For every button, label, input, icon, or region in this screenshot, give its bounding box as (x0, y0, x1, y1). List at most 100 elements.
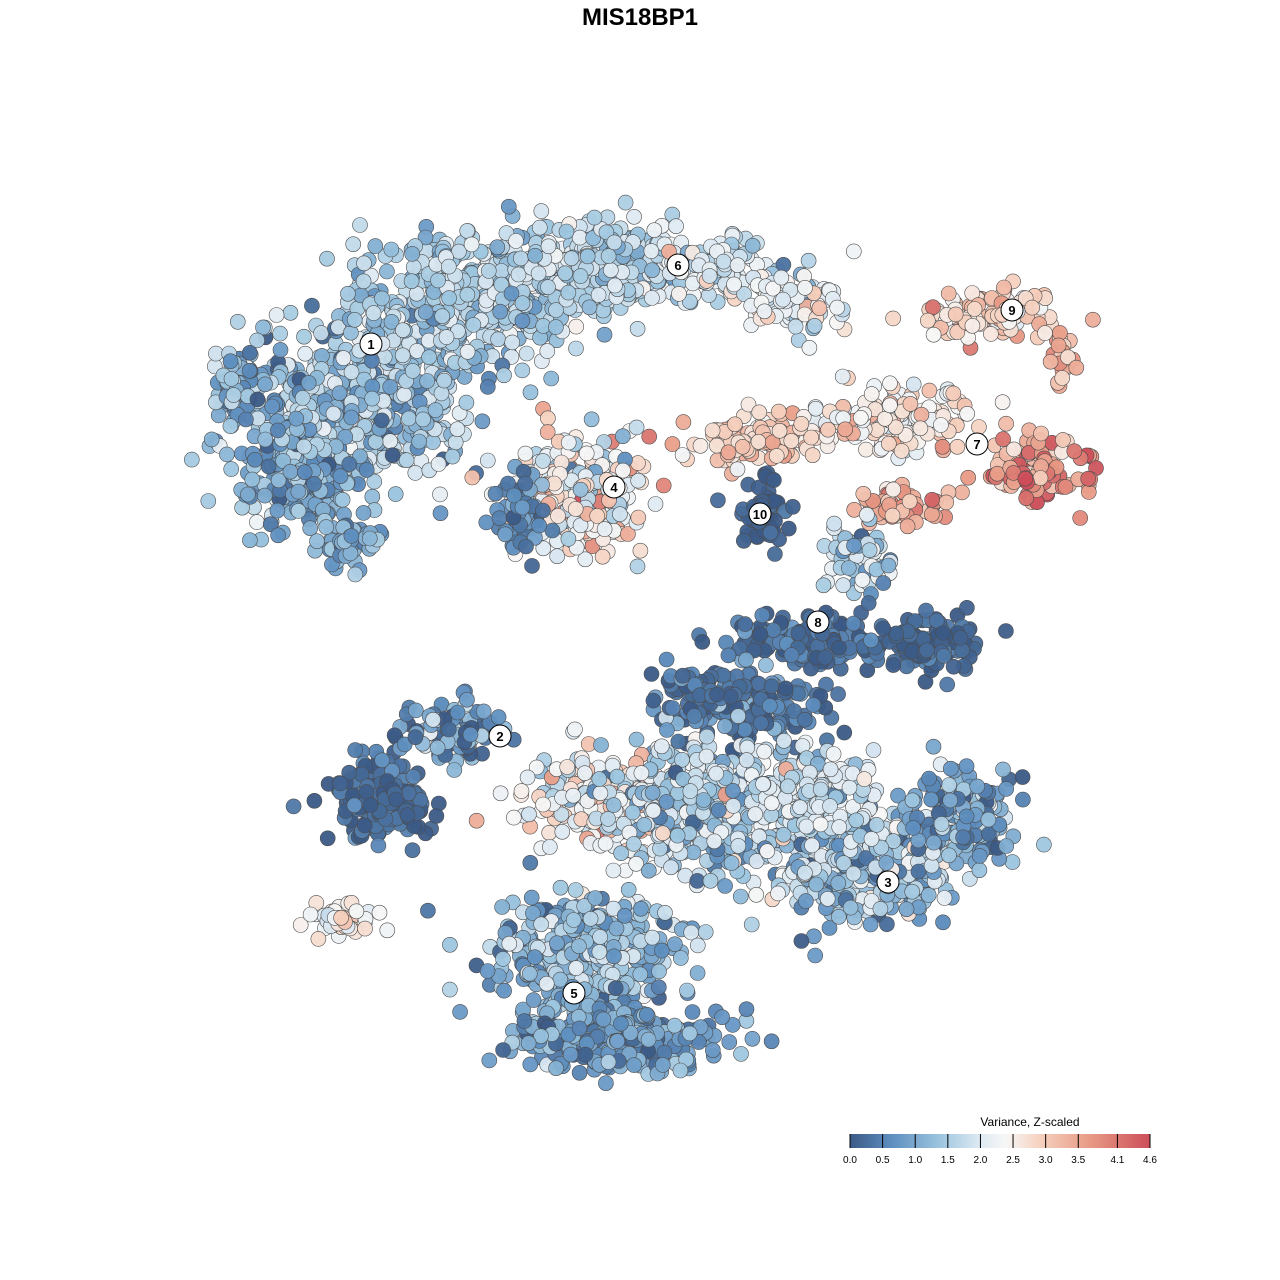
data-point (924, 491, 940, 508)
data-point (628, 731, 645, 748)
data-point (695, 792, 712, 808)
data-point (541, 839, 558, 855)
data-point (682, 783, 699, 799)
data-point (403, 273, 420, 290)
data-point (940, 285, 957, 302)
data-point (971, 419, 987, 435)
data-point (382, 379, 399, 395)
data-point (920, 887, 937, 903)
data-point (260, 458, 277, 475)
data-point (934, 438, 951, 455)
data-point (560, 531, 577, 547)
data-point (875, 620, 892, 637)
data-point (479, 379, 496, 395)
data-point (671, 286, 687, 302)
data-point (300, 375, 317, 391)
data-point (747, 806, 764, 823)
data-point (820, 421, 836, 438)
data-point (288, 410, 305, 427)
data-point (679, 982, 695, 999)
data-point (552, 879, 569, 896)
data-point (1014, 769, 1031, 785)
data-point (557, 265, 574, 282)
data-point (384, 447, 401, 464)
data-point (264, 398, 281, 415)
data-point (518, 538, 534, 555)
data-point (636, 817, 653, 833)
data-point (720, 647, 737, 664)
data-point (522, 384, 539, 401)
data-point (925, 834, 942, 851)
data-point (347, 566, 364, 583)
data-point (624, 804, 641, 821)
data-point (597, 835, 614, 852)
data-point (630, 509, 647, 526)
data-point (836, 724, 853, 741)
data-point (543, 370, 560, 387)
data-point (340, 285, 356, 302)
data-point (898, 658, 915, 675)
data-point (605, 862, 622, 879)
data-point (732, 888, 749, 905)
data-point (544, 522, 561, 539)
data-point (306, 792, 323, 809)
data-point (417, 304, 434, 320)
data-point (756, 303, 773, 320)
data-point (600, 811, 616, 827)
data-point (643, 666, 660, 682)
data-point (479, 963, 496, 979)
data-point (644, 290, 660, 306)
data-point (223, 461, 239, 477)
data-point (352, 217, 368, 233)
data-point (352, 448, 368, 465)
data-point (845, 615, 862, 632)
data-point (491, 510, 508, 527)
data-point (736, 721, 753, 738)
data-point (617, 194, 634, 211)
data-point (500, 198, 517, 215)
chart-title: MIS18BP1 (581, 4, 699, 31)
data-point (356, 817, 373, 834)
data-point (885, 481, 902, 498)
data-point (438, 329, 455, 345)
data-point (754, 607, 771, 624)
data-point (877, 410, 893, 427)
data-point (952, 629, 969, 646)
data-point (285, 798, 302, 815)
data-point (902, 396, 919, 412)
data-point (654, 825, 671, 842)
data-point (578, 445, 595, 462)
data-point (863, 632, 879, 649)
data-point (807, 400, 824, 417)
data-point (383, 313, 400, 330)
data-point (429, 739, 446, 756)
data-point (296, 328, 312, 345)
data-point (373, 412, 390, 429)
data-point (449, 421, 466, 438)
data-point (257, 431, 274, 448)
data-point (535, 453, 551, 469)
data-point (1068, 359, 1085, 376)
data-point (549, 548, 566, 565)
data-point (331, 385, 348, 402)
data-point (966, 301, 983, 317)
data-point (723, 855, 740, 871)
data-point (797, 279, 813, 296)
data-point (434, 308, 451, 325)
data-point (884, 507, 901, 524)
data-point (861, 542, 878, 559)
data-point (775, 291, 791, 308)
data-point (367, 433, 384, 450)
data-point (463, 236, 480, 253)
data-point (290, 483, 307, 500)
data-point (845, 865, 862, 882)
data-point (290, 503, 307, 519)
data-point (768, 448, 785, 464)
data-point (947, 306, 964, 323)
data-point (699, 728, 715, 745)
data-point (504, 334, 521, 351)
data-point (296, 438, 312, 455)
data-point (335, 350, 352, 366)
data-point (282, 304, 299, 321)
data-point (548, 319, 564, 335)
